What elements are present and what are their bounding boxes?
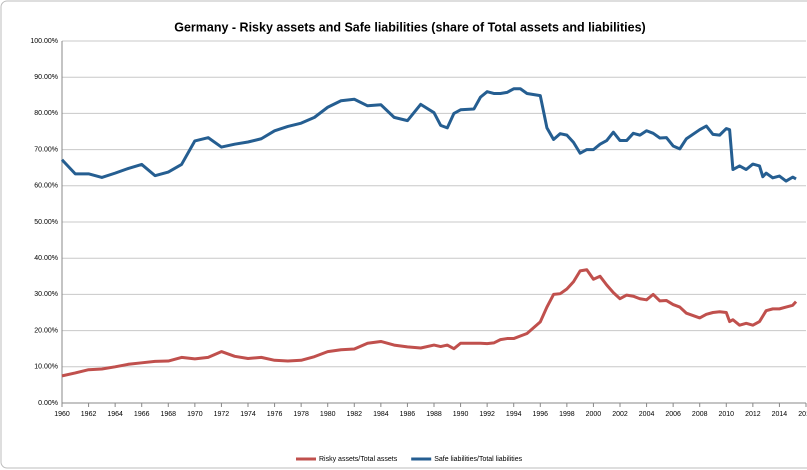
x-tick-label: 1976 <box>267 411 283 418</box>
x-tick-label: 1974 <box>240 411 256 418</box>
x-tick-label: 2014 <box>772 411 788 418</box>
x-tick-label: 2010 <box>718 411 734 418</box>
x-tick-label: 2008 <box>692 411 708 418</box>
x-tick-label: 1984 <box>373 411 389 418</box>
x-tick-label: 1990 <box>453 411 469 418</box>
x-tick-label: 2012 <box>745 411 761 418</box>
x-tick-label: 1996 <box>532 411 548 418</box>
legend-label: Safe liabilities/Total liabilities <box>434 456 522 463</box>
y-tick-label: 0.00% <box>38 400 58 407</box>
x-tick-label: 1998 <box>559 411 575 418</box>
y-tick-label: 70.00% <box>34 146 58 153</box>
x-tick-label: 2000 <box>586 411 602 418</box>
y-tick-label: 100.00% <box>30 38 58 45</box>
series-line <box>61 268 798 378</box>
y-tick-label: 30.00% <box>34 291 58 298</box>
y-tick-label: 10.00% <box>34 364 58 371</box>
x-tick-label: 1970 <box>187 411 203 418</box>
series-line <box>60 87 797 183</box>
x-tick-label: 1978 <box>293 411 309 418</box>
x-tick-label: 1968 <box>160 411 176 418</box>
x-tick-label: 1992 <box>479 411 495 418</box>
y-tick-label: 40.00% <box>34 255 58 262</box>
x-tick-label: 2002 <box>612 411 628 418</box>
x-tick-label: 1964 <box>107 411 123 418</box>
x-tick-label: 1980 <box>320 411 336 418</box>
x-tick-label: 1966 <box>134 411 150 418</box>
x-tick-label: 2004 <box>639 411 655 418</box>
x-tick-label: 1962 <box>81 411 97 418</box>
x-tick-label: 1982 <box>346 411 362 418</box>
legend-label: Risky assets/Total assets <box>319 456 398 463</box>
chart-title: Germany - Risky assets and Safe liabilit… <box>174 20 645 34</box>
x-tick-label: 2006 <box>665 411 681 418</box>
x-tick-label: 1988 <box>426 411 442 418</box>
x-tick-label: 2016 <box>798 411 807 418</box>
y-tick-label: 50.00% <box>34 219 58 226</box>
x-tick-label: 1960 <box>54 411 70 418</box>
x-tick-label: 1994 <box>506 411 522 418</box>
y-tick-label: 60.00% <box>34 183 58 190</box>
y-tick-label: 80.00% <box>34 110 58 117</box>
y-tick-label: 20.00% <box>34 327 58 334</box>
y-tick-label: 90.00% <box>34 74 58 81</box>
x-tick-label: 1972 <box>214 411 230 418</box>
x-tick-label: 1986 <box>400 411 416 418</box>
